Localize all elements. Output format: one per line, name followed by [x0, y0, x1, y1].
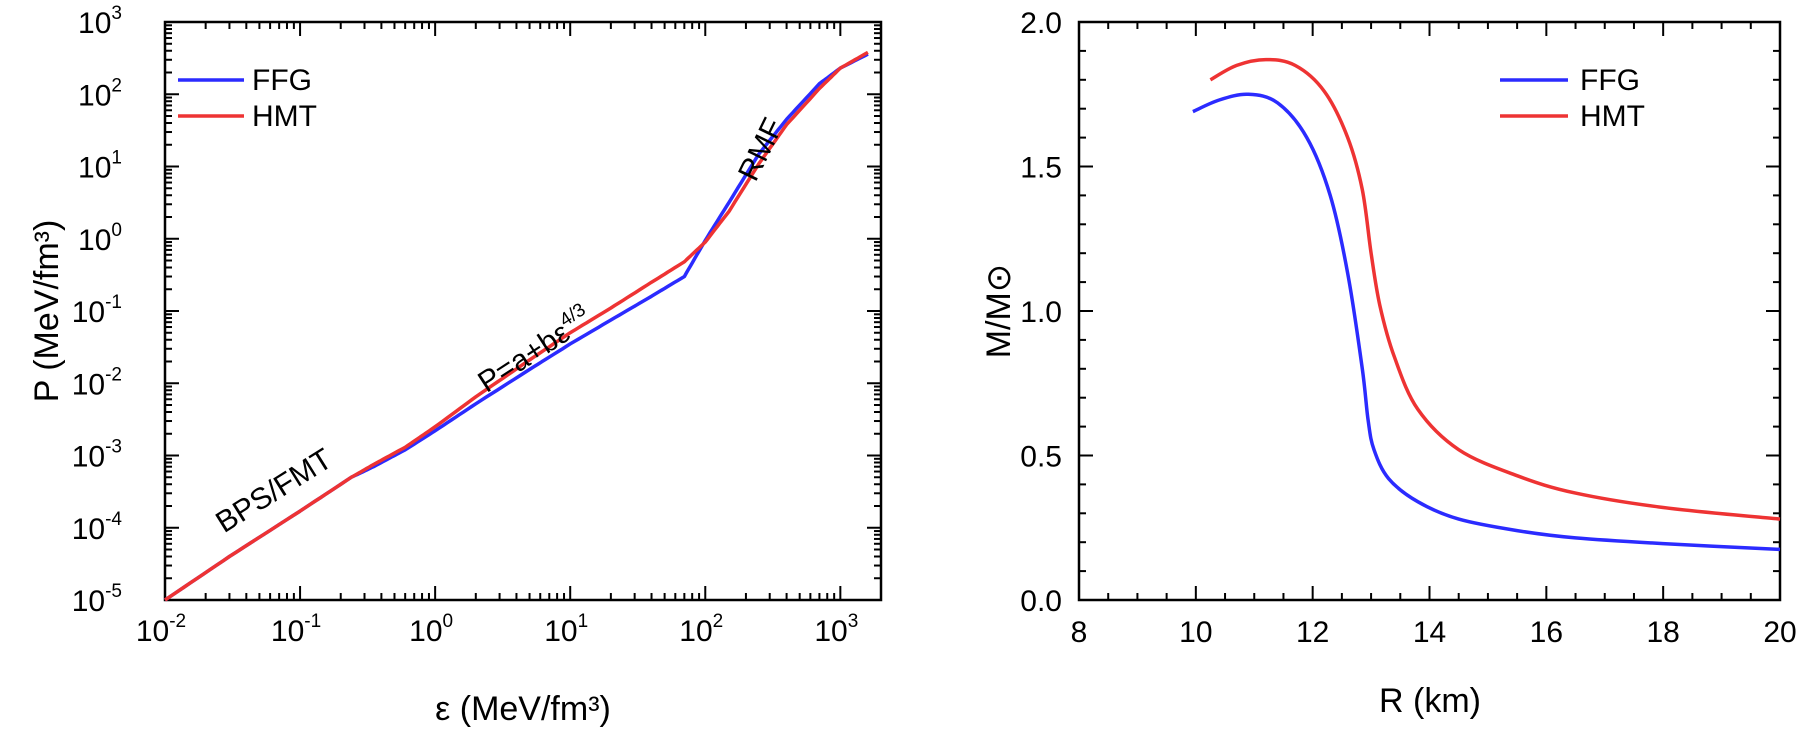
legend-label-hmt: HMT: [1580, 100, 1645, 133]
left-y-axis-title: P (MeV/fm³): [28, 220, 66, 403]
annotation-label: BPS/FMT: [210, 443, 338, 540]
left-y-tick-label: 10-2: [72, 364, 122, 401]
left-series-lines: [164, 50, 869, 602]
right-y-tick-label: 1.5: [1020, 152, 1062, 185]
series-line-ffg: [1192, 92, 1781, 552]
right-x-tick-label: 20: [1763, 616, 1796, 649]
legend-label-hmt: HMT: [252, 100, 317, 133]
legend-label-ffg: FFG: [1580, 64, 1640, 97]
right-y-tick-label: 0.0: [1020, 585, 1062, 618]
left-y-tick-label: 10-3: [72, 437, 122, 474]
left-x-tick-label: 10-1: [271, 611, 321, 648]
left-y-tick-label: 10-5: [72, 581, 122, 618]
right-x-tick-label: 10: [1179, 616, 1212, 649]
right-y-tick-label: 0.5: [1020, 441, 1062, 474]
annotation-label: RMF: [732, 113, 790, 186]
right-x-tick-label: 16: [1530, 616, 1563, 649]
right-x-tick-labels: 8 10 12 14 16 18 20: [1071, 616, 1797, 649]
left-ticks: [164, 21, 882, 601]
left-x-tick-label: 101: [544, 611, 588, 648]
right-x-tick-label: 8: [1071, 616, 1088, 649]
series-line-hmt: [1209, 57, 1781, 521]
right-y-axis-title: M/M⊙: [980, 264, 1018, 359]
left-y-tick-label: 103: [78, 3, 122, 40]
left-y-tick-label: 100: [78, 220, 122, 257]
left-y-tick-label: 102: [78, 75, 122, 112]
right-x-tick-label: 14: [1413, 616, 1446, 649]
left-x-tick-labels: 10-2 10-1 100 101 102 103: [136, 611, 858, 648]
right-y-tick-label: 2.0: [1020, 7, 1062, 40]
left-x-tick-label: 102: [679, 611, 723, 648]
right-series-lines: [1192, 57, 1781, 552]
right-y-tick-labels: 0.0 0.5 1.0 1.5 2.0: [1020, 7, 1062, 618]
left-x-tick-label: 10-2: [136, 611, 186, 648]
left-chart: 10-2 10-1 100 101 102 103 10-510-410-310-210-…: [28, 3, 883, 728]
left-y-tick-labels: 10-5 10-4 10-3 10-2 10-1 100 101 102 103: [72, 3, 123, 618]
right-y-tick-label: 1.0: [1020, 296, 1062, 329]
left-y-tick-label: 101: [78, 148, 122, 185]
left-annotations: BPS/FMT P=a+bε4/3 RMF: [210, 113, 790, 539]
left-x-axis-title: ε (MeV/fm³): [435, 690, 611, 728]
right-x-axis-title: R (km): [1379, 682, 1481, 720]
series-line-hmt: [164, 50, 869, 602]
right-ticks: [1078, 21, 1781, 601]
legend-label-ffg: FFG: [252, 64, 312, 97]
left-x-tick-label: 103: [814, 611, 858, 648]
left-y-tick-label: 10-1: [72, 292, 122, 329]
annotation-label: P=a+bε4/3: [471, 299, 598, 399]
right-x-tick-label: 12: [1296, 616, 1329, 649]
left-y-tick-label: 10-4: [72, 509, 123, 546]
right-x-tick-label: 18: [1646, 616, 1679, 649]
right-plot-frame: [1077, 20, 1782, 602]
left-x-tick-label: 100: [409, 611, 453, 648]
